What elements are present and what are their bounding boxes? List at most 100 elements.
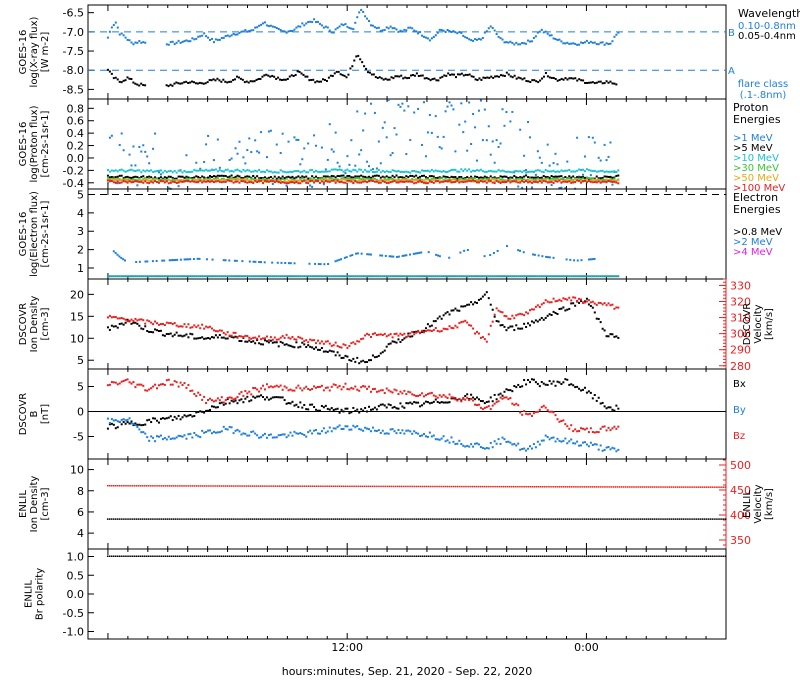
y-axis-label: log(Proton flux) (29, 105, 40, 182)
data-point (525, 383, 528, 386)
data-point (477, 169, 480, 172)
data-point (506, 485, 509, 488)
data-point (434, 179, 437, 182)
data-point (332, 178, 335, 181)
data-point (309, 338, 312, 341)
data-point (316, 180, 319, 183)
data-point (568, 486, 571, 488)
data-point (468, 324, 471, 327)
data-point (224, 337, 227, 340)
data-point (207, 429, 210, 432)
data-point (207, 169, 210, 172)
data-point (611, 82, 614, 85)
data-point (334, 178, 337, 181)
data-point (342, 485, 345, 488)
data-point (591, 430, 594, 433)
data-point (383, 176, 386, 179)
y-axis-label: log(X-ray flux) (29, 16, 40, 87)
data-point (520, 518, 522, 520)
data-point (263, 518, 265, 520)
data-point (566, 179, 569, 182)
data-point (413, 179, 416, 182)
data-point (628, 486, 630, 488)
data-point (509, 120, 512, 123)
data-point (428, 275, 431, 278)
data-point (315, 408, 318, 411)
data-point (424, 177, 427, 180)
data-point (544, 175, 547, 178)
data-point (383, 518, 385, 520)
data-point (403, 177, 406, 180)
data-point (379, 181, 382, 184)
data-point (132, 169, 135, 172)
data-point (420, 251, 423, 254)
data-point (438, 146, 441, 149)
data-point (426, 392, 429, 395)
y-tick-label: 5 (77, 189, 84, 202)
data-point (419, 275, 422, 278)
data-point (132, 181, 135, 184)
data-point (564, 518, 567, 520)
data-point (401, 102, 404, 105)
legend-entry: >5 MeV (733, 143, 773, 154)
data-point (564, 169, 567, 172)
data-point (552, 162, 555, 165)
data-point (340, 23, 343, 26)
y-tick-label: 10 (70, 332, 84, 345)
data-point (356, 110, 359, 113)
data-point (562, 297, 565, 300)
data-point (277, 345, 280, 348)
data-point (411, 330, 414, 333)
data-point (460, 176, 463, 179)
data-point (570, 438, 573, 441)
data-point (297, 275, 300, 278)
data-point (536, 177, 539, 180)
data-point (582, 180, 585, 183)
data-point (405, 29, 408, 32)
data-point (155, 518, 157, 520)
data-point (403, 176, 406, 179)
data-point (574, 170, 577, 173)
data-point (617, 306, 620, 309)
data-point (154, 417, 157, 420)
data-point (230, 180, 233, 183)
data-point (232, 178, 235, 181)
data-point (267, 386, 270, 389)
data-point (481, 485, 484, 488)
data-point (195, 518, 198, 520)
data-point (470, 143, 473, 146)
data-point (653, 486, 656, 488)
data-point (210, 327, 213, 330)
data-point (406, 77, 409, 80)
data-point (349, 67, 352, 70)
data-point (491, 178, 494, 181)
data-point (267, 170, 270, 173)
data-point (286, 77, 289, 80)
flare-class-label: A (728, 66, 735, 77)
data-point (322, 406, 325, 409)
data-point (289, 337, 292, 340)
data-point (472, 75, 475, 78)
data-point (615, 33, 618, 36)
data-point (212, 159, 215, 162)
data-point (326, 170, 329, 173)
data-point (419, 31, 422, 34)
data-point (224, 427, 227, 430)
data-point (344, 23, 347, 26)
data-point (470, 179, 473, 182)
data-point (136, 275, 139, 278)
data-point (544, 316, 547, 319)
data-point (241, 260, 244, 263)
data-point (477, 332, 480, 335)
data-point (450, 168, 453, 171)
data-point (558, 186, 561, 189)
data-point (458, 309, 461, 312)
data-point (715, 486, 717, 488)
data-point (611, 170, 614, 173)
data-point (487, 275, 490, 278)
data-point (458, 439, 461, 442)
data-point (201, 410, 204, 413)
data-point (460, 305, 463, 308)
data-point (287, 140, 290, 143)
